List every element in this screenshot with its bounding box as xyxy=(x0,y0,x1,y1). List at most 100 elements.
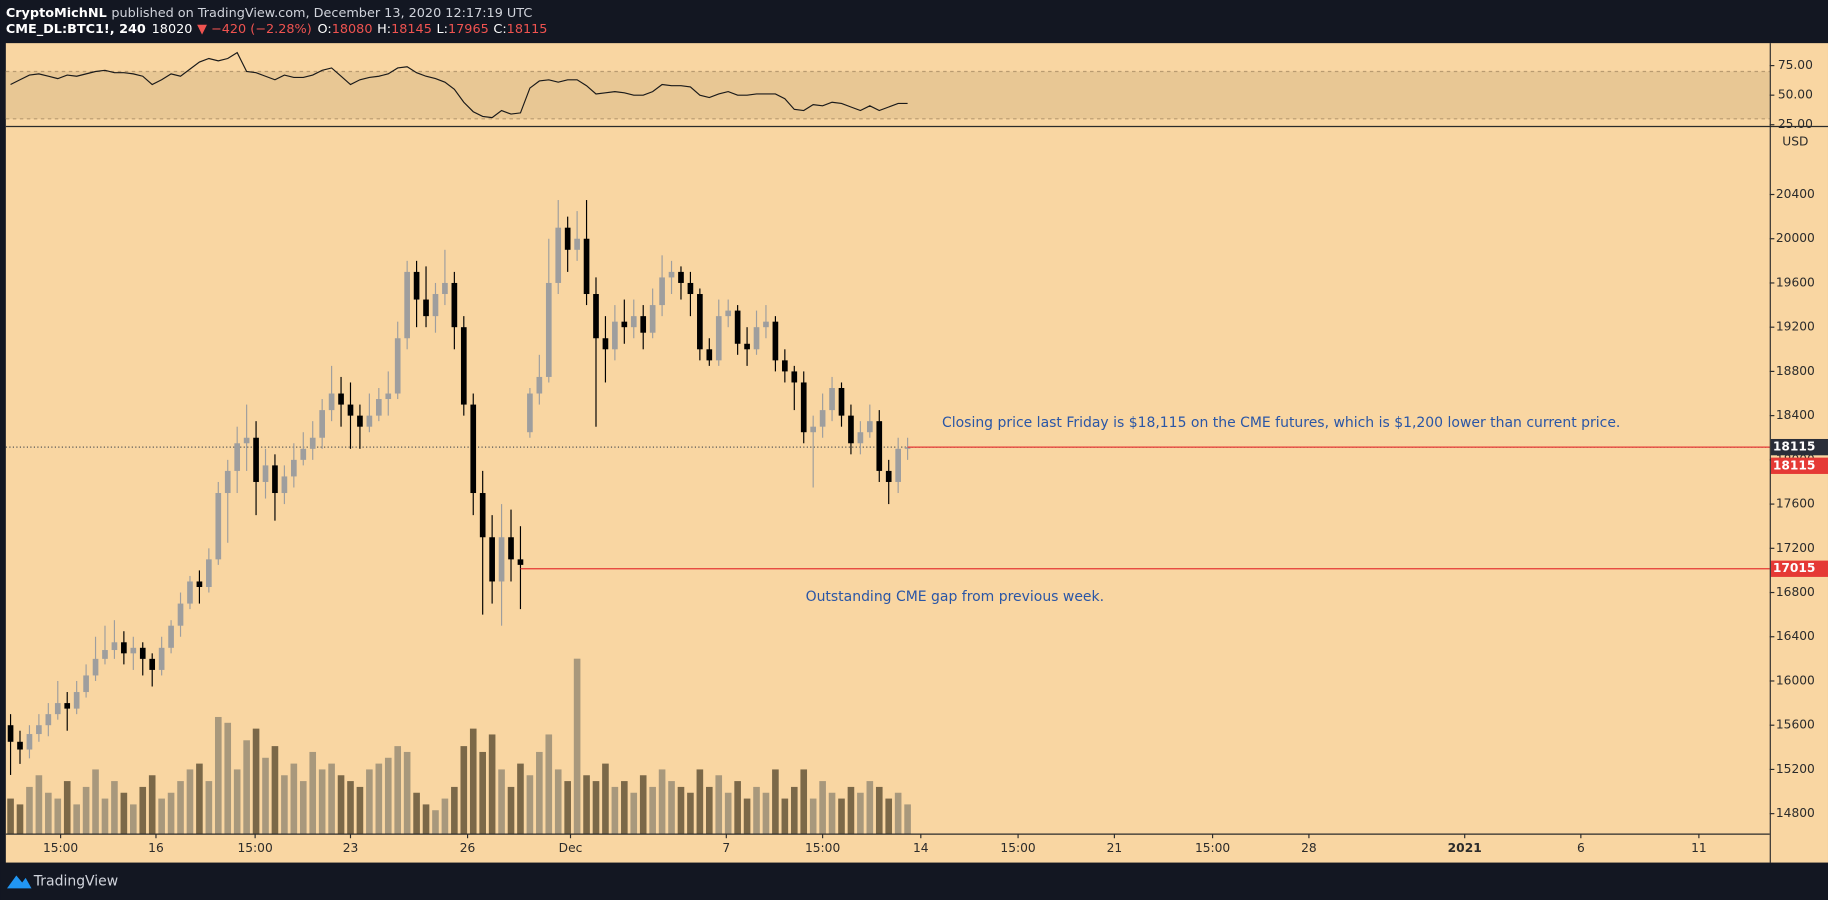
x-tick-label: 23 xyxy=(343,841,359,855)
x-tick-label: 15:00 xyxy=(237,841,272,855)
y-tick-label: 17600 xyxy=(1776,497,1815,511)
candle-body xyxy=(338,393,344,405)
volume-bar xyxy=(762,792,770,834)
volume-bar xyxy=(309,751,317,834)
last-price-label: 18115 xyxy=(1773,440,1816,454)
volume-bar xyxy=(271,746,279,834)
volume-bar xyxy=(781,798,789,834)
x-tick-label: 6 xyxy=(1577,841,1585,855)
y-tick-label: 16800 xyxy=(1776,585,1815,599)
annotation: Closing price last Friday is $18,115 on … xyxy=(942,415,1620,431)
candle-body xyxy=(92,658,99,676)
volume-bar xyxy=(658,769,666,834)
ohlc-value: 18145 xyxy=(391,22,432,37)
candle-body xyxy=(309,437,316,449)
volume-bar xyxy=(384,757,392,834)
ohlc-label: C: xyxy=(493,22,506,37)
candle-body xyxy=(885,470,892,482)
x-tick-label: 28 xyxy=(1301,841,1317,855)
candle-body xyxy=(668,271,675,278)
candle-body xyxy=(253,437,259,482)
volume-bar xyxy=(233,769,241,834)
volume-bar xyxy=(177,781,184,834)
x-tick-label: 15:00 xyxy=(1195,841,1230,855)
volume-bar xyxy=(413,792,420,834)
candle-body xyxy=(555,227,562,283)
x-tick-label: 15:00 xyxy=(805,841,840,855)
volume-bar xyxy=(894,792,902,834)
volume-bar xyxy=(422,804,430,834)
volume-bar xyxy=(318,769,326,834)
volume-bar xyxy=(847,786,855,834)
candle-body xyxy=(498,537,505,582)
volume-bar xyxy=(347,781,354,834)
candle-body xyxy=(593,294,599,339)
brand[interactable]: TradingView xyxy=(33,873,118,889)
volume-bar xyxy=(611,786,619,834)
y-tick-label: 18800 xyxy=(1776,364,1815,378)
candle-body xyxy=(583,238,590,295)
legend-line: CME_DL:BTC1!, 240 18020 ▼ −420 (−2.28%) O:1… xyxy=(6,22,548,37)
volume-bar xyxy=(545,734,553,834)
candle-body xyxy=(121,642,127,654)
rsi-line xyxy=(10,51,908,119)
volume-bar xyxy=(583,775,590,834)
volume-bar xyxy=(111,781,118,834)
candle-body xyxy=(26,734,33,750)
candle-body xyxy=(366,415,373,427)
volume-bar xyxy=(772,769,779,834)
volume-bar xyxy=(875,786,883,834)
candle-body xyxy=(300,448,307,460)
last-price: 18020 xyxy=(152,22,193,37)
candle-body xyxy=(508,537,514,560)
volume-bar xyxy=(677,786,685,834)
volume-bar xyxy=(536,751,543,834)
volume-bar xyxy=(63,781,71,834)
candle-body xyxy=(763,321,769,328)
candle-body xyxy=(866,421,873,433)
candle-body xyxy=(451,282,458,328)
candle-body xyxy=(904,447,911,449)
candle-body xyxy=(177,603,184,626)
x-tick-label: 15:00 xyxy=(43,841,78,855)
candle-body xyxy=(706,349,713,361)
candle-body xyxy=(527,393,533,433)
volume-bar xyxy=(696,769,704,834)
candle-body xyxy=(432,294,439,317)
candle-body xyxy=(460,327,467,405)
candle-body xyxy=(149,658,156,670)
candle-body xyxy=(36,725,42,735)
volume-bar xyxy=(743,798,751,834)
candle-body xyxy=(54,703,61,715)
volume-bar xyxy=(290,763,298,834)
candle-body xyxy=(83,675,89,693)
candle-body xyxy=(678,271,684,283)
candle-body xyxy=(102,650,108,659)
volume-bar xyxy=(526,775,534,834)
candle-body xyxy=(281,476,288,494)
volume-bar xyxy=(196,763,203,834)
ohlc-label: O: xyxy=(318,22,332,37)
candle-body xyxy=(234,443,241,471)
candle-body xyxy=(819,410,826,427)
candle-body xyxy=(640,316,647,333)
candle-body xyxy=(394,338,401,394)
candle-body xyxy=(385,393,392,400)
candle-body xyxy=(187,581,193,604)
candle-body xyxy=(659,277,665,306)
candle-body xyxy=(574,238,580,250)
volume-bar xyxy=(687,792,694,834)
candle-body xyxy=(772,321,779,361)
y-tick-label: 20400 xyxy=(1776,187,1815,201)
rsi-tick-label: 25.00 xyxy=(1778,117,1813,131)
chart-background xyxy=(5,43,1828,863)
candle-body xyxy=(857,432,864,444)
plot-layer: 25.00 50.00 75.00 14800 15200 15600 16000 16400… xyxy=(5,51,1828,855)
candle-body xyxy=(829,387,835,411)
candle-body xyxy=(215,493,222,560)
volume-bar xyxy=(800,769,808,834)
volume-bar xyxy=(734,781,741,834)
candle-body xyxy=(782,360,788,372)
y-tick-label: 14800 xyxy=(1776,806,1815,820)
candle-body xyxy=(697,294,703,350)
